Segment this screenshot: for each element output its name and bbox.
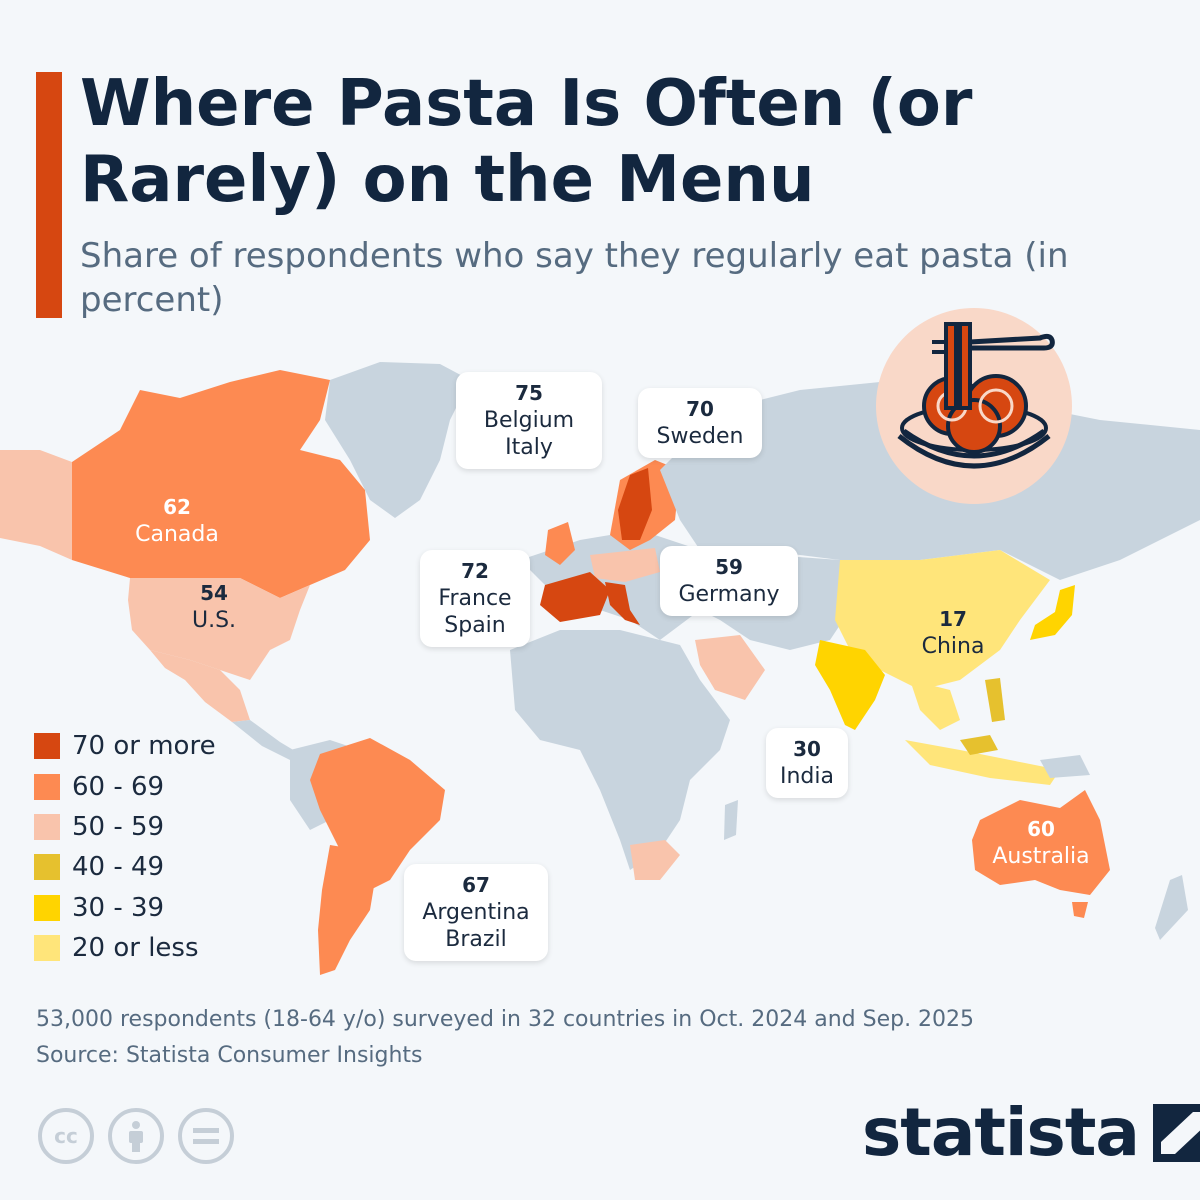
map-japan [1030,585,1075,640]
survey-note: 53,000 respondents (18-64 y/o) surveyed … [36,1007,975,1032]
page-subtitle: Share of respondents who say they regula… [80,236,1069,320]
map-central-america [232,720,300,760]
legend-item: 40 - 49 [34,847,216,887]
map-tasmania [1072,902,1088,918]
legend-item: 50 - 59 [34,807,216,847]
label-canada-value: 62 [163,495,191,519]
label-us: 54 U.S. [174,580,254,634]
label-australia-value: 60 [1027,817,1055,841]
label-china-value: 17 [939,607,967,631]
map-greenland [325,362,470,518]
cc-icon[interactable]: cc [38,1108,94,1164]
pasta-plate-icon [876,308,1072,504]
legend-swatch [34,813,60,840]
map-china [835,550,1050,690]
label-belgium-italy-name: Belgium Italy [483,408,575,460]
map-france-spain [540,572,610,622]
page-title: Where Pasta Is Often (or Rarely) on the … [80,67,973,217]
accent-bar [36,72,62,318]
label-france-spain: 72 France Spain [420,550,530,647]
map-philippines [985,678,1005,722]
legend-label: 70 or more [72,731,216,762]
map-madagascar [724,800,738,840]
map-uk [545,522,575,565]
label-us-value: 54 [200,581,228,605]
label-india-name: India [780,764,834,789]
legend-swatch [34,773,60,800]
map-legend: 70 or more 60 - 69 50 - 59 40 - 49 30 - … [34,726,216,968]
attribution-icon[interactable] [108,1108,164,1164]
legend-item: 70 or more [34,726,216,766]
map-usa [128,578,310,680]
label-sweden-value: 70 [686,397,714,421]
label-china-name: China [921,634,985,659]
statista-mark-icon [1152,1103,1200,1162]
legend-swatch [34,854,60,881]
footnote: 53,000 respondents (18-64 y/o) surveyed … [36,1002,974,1074]
label-australia: 60 Australia [976,816,1106,870]
label-sweden: 70 Sweden [638,388,762,458]
label-belgium-italy-value: 75 [515,381,543,405]
label-india-value: 30 [793,737,821,761]
map-india [815,640,885,730]
label-argentina-brazil-value: 67 [462,873,490,897]
legend-label: 20 or less [72,933,199,964]
label-india: 30 India [766,728,848,798]
statista-logo[interactable]: statista [862,1094,1200,1171]
label-germany-name: Germany [678,582,780,607]
no-derivatives-icon[interactable] [178,1108,234,1164]
label-france-spain-name: France Spain [438,586,512,638]
map-mexico [150,650,250,722]
label-us-name: U.S. [191,608,237,633]
map-australia [972,790,1110,895]
map-argentina [318,845,375,975]
label-germany: 59 Germany [660,546,798,616]
label-france-spain-value: 72 [461,559,489,583]
map-malaysia [960,735,998,755]
map-saudi-arabia [695,635,765,700]
label-china: 17 China [908,606,998,660]
map-canada [72,370,370,598]
label-sweden-name: Sweden [656,424,744,449]
legend-label: 60 - 69 [72,771,165,802]
legend-swatch [34,894,60,921]
legend-swatch [34,733,60,760]
legend-item: 30 - 39 [34,888,216,928]
label-belgium-italy: 75 Belgium Italy [456,372,602,469]
legend-item: 60 - 69 [34,766,216,806]
map-south-africa [630,840,680,880]
legend-label: 40 - 49 [72,852,165,883]
map-southeast-asia [910,680,960,730]
map-new-zealand [1155,875,1188,940]
map-new-guinea [1040,755,1090,778]
legend-label: 50 - 59 [72,811,165,842]
label-argentina-brazil: 67 Argentina Brazil [404,864,548,961]
label-argentina-brazil-name: Argentina Brazil [422,900,530,952]
statista-wordmark: statista [862,1094,1140,1171]
license-icons: cc [38,1108,234,1164]
legend-swatch [34,935,60,962]
map-indonesia [905,740,1060,785]
map-italy [605,582,640,625]
map-germany-poland [590,548,660,582]
legend-item: 20 or less [34,928,216,968]
label-canada: 62 Canada [122,494,232,548]
legend-label: 30 - 39 [72,892,165,923]
map-sweden [618,468,652,540]
map-africa [510,630,730,870]
map-alaska [0,450,72,560]
label-canada-name: Canada [135,522,219,547]
label-australia-name: Australia [992,844,1090,869]
source-note: Source: Statista Consumer Insights [36,1043,423,1068]
label-germany-value: 59 [715,555,743,579]
